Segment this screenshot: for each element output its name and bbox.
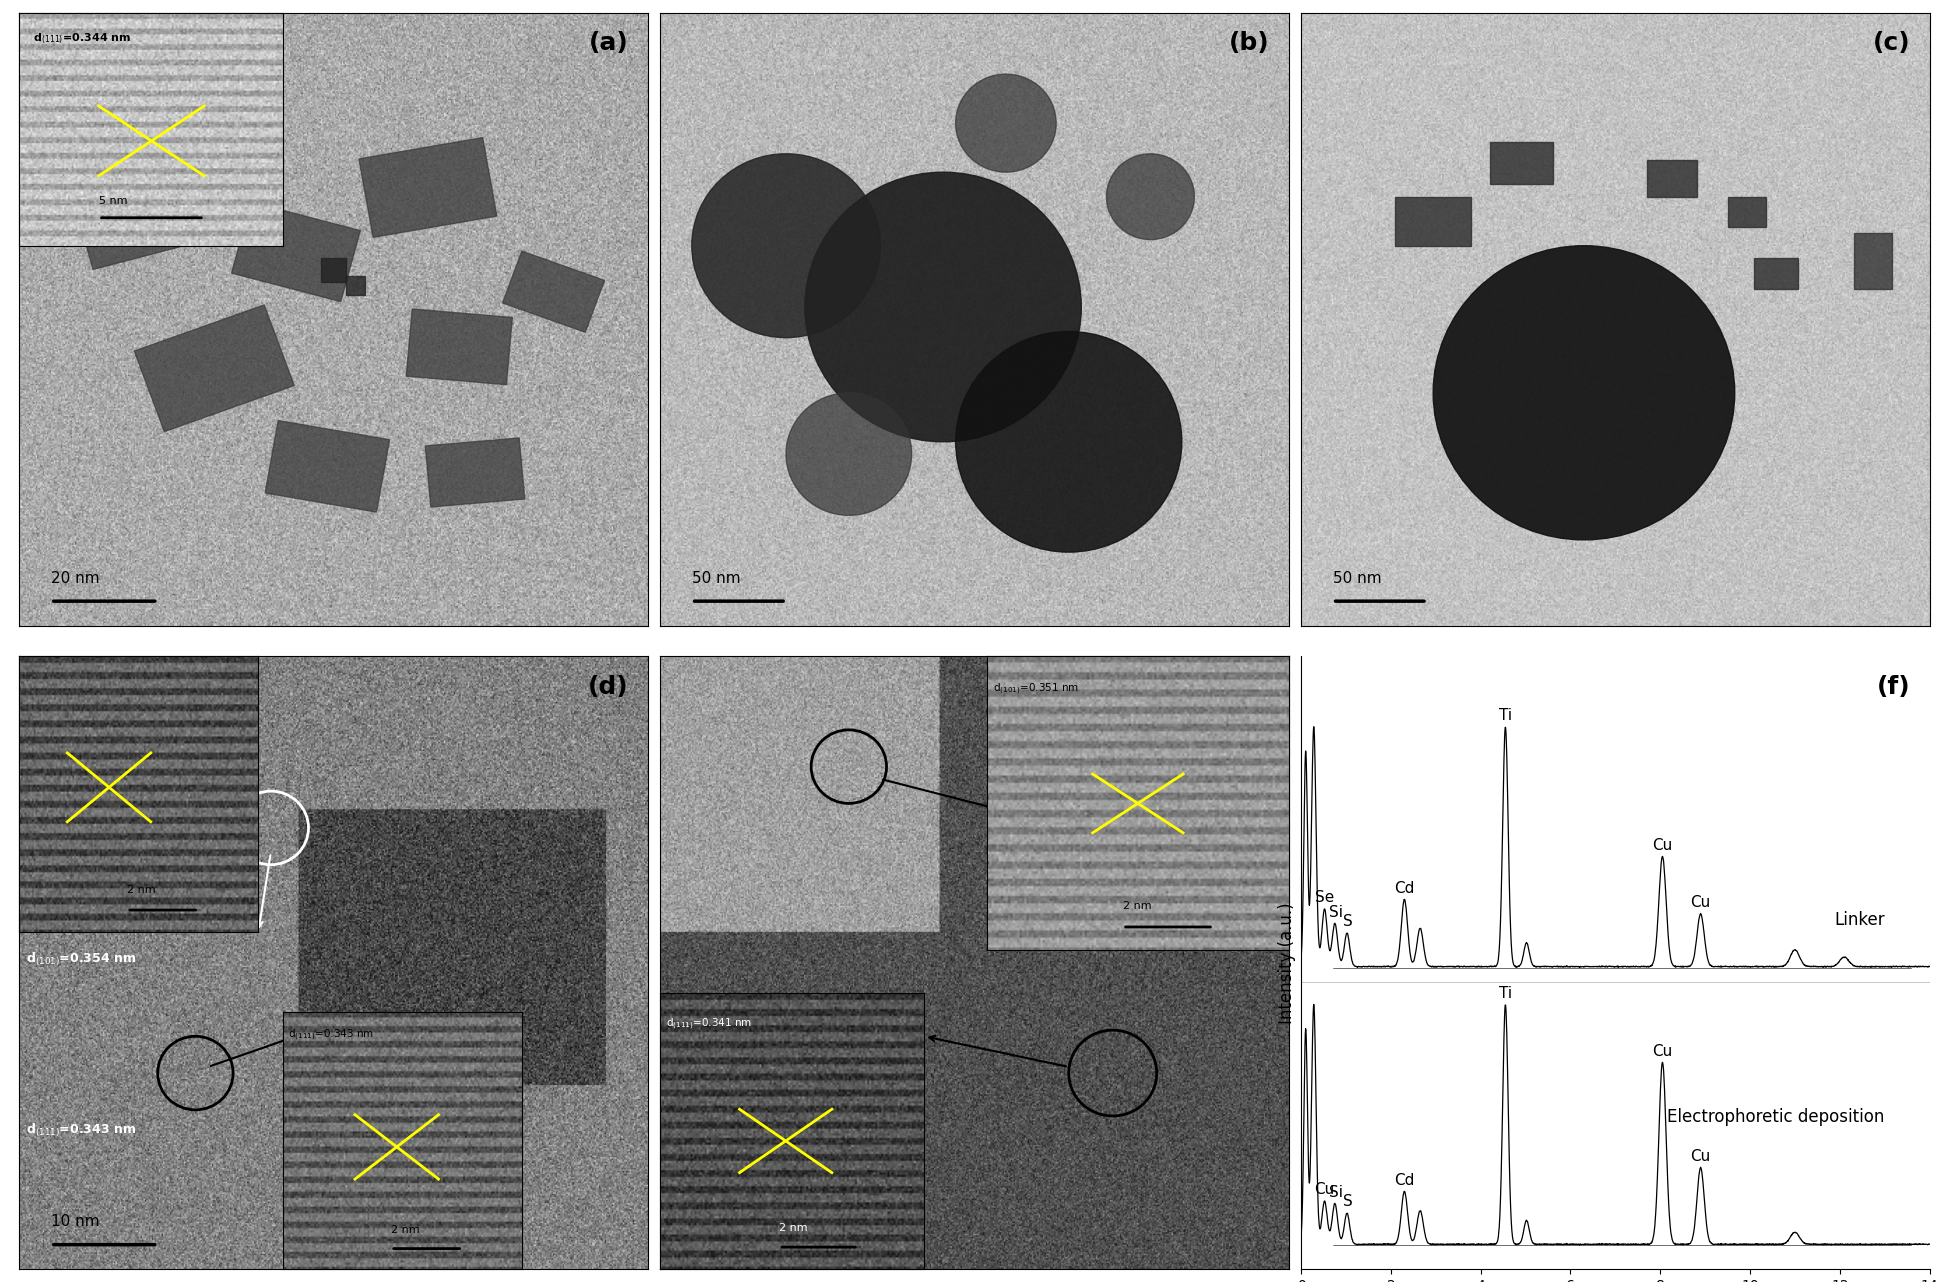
Text: Cd: Cd [1393,1173,1414,1188]
Bar [1753,258,1796,288]
Text: (d): (d) [588,674,629,699]
Text: 10 nm: 10 nm [51,1214,99,1229]
Bar [503,251,604,332]
Bar [405,309,512,385]
Text: d$_{(111)}$=0.343 nm: d$_{(111)}$=0.343 nm [25,1122,136,1140]
Text: Cu: Cu [1689,1149,1710,1164]
Circle shape [692,154,880,337]
Bar [208,117,240,147]
Text: Ti: Ti [1498,709,1512,723]
Text: 20 nm: 20 nm [51,570,99,586]
Bar [76,179,191,269]
Bar [321,258,347,282]
Text: (a): (a) [588,31,629,55]
Text: Cu: Cu [1652,1044,1671,1059]
Text: S: S [1342,914,1352,929]
Bar [347,277,364,295]
Bar [1646,160,1697,196]
Y-axis label: Intensity (a.u.): Intensity (a.u.) [1278,903,1295,1023]
Text: 50 nm: 50 nm [1332,570,1381,586]
Text: Si: Si [1329,1185,1342,1200]
Bar [1728,196,1765,227]
Text: Cu: Cu [1689,895,1710,910]
Text: Ti: Ti [1498,986,1512,1001]
Text: (b): (b) [1229,31,1270,55]
Circle shape [955,332,1180,553]
Circle shape [785,392,912,515]
Bar [425,438,524,506]
Text: Electrophoretic deposition: Electrophoretic deposition [1666,1108,1884,1126]
Bar [134,305,294,432]
Bar [232,203,360,301]
Circle shape [805,172,1081,442]
Text: Linker: Linker [1833,912,1884,929]
Text: S: S [1342,1195,1352,1209]
Text: Cd: Cd [1393,881,1414,896]
Bar [1488,141,1553,185]
Text: Cu: Cu [1313,1182,1334,1197]
Bar [1395,196,1471,246]
Circle shape [955,74,1056,172]
Text: (f): (f) [1876,674,1909,699]
Circle shape [1432,246,1734,540]
Circle shape [1106,154,1194,240]
Text: Si: Si [1329,905,1342,919]
Bar [265,420,390,512]
Text: (e): (e) [1229,674,1270,699]
Text: d$_{(101)}$=0.354 nm: d$_{(101)}$=0.354 nm [25,950,136,968]
Text: Cu: Cu [1652,837,1671,853]
Text: (c): (c) [1872,31,1909,55]
Bar [1853,233,1892,288]
Text: 50 nm: 50 nm [692,570,740,586]
Bar [358,137,497,237]
Text: Se: Se [1315,890,1334,905]
Text: 10 nm: 10 nm [692,1214,740,1229]
